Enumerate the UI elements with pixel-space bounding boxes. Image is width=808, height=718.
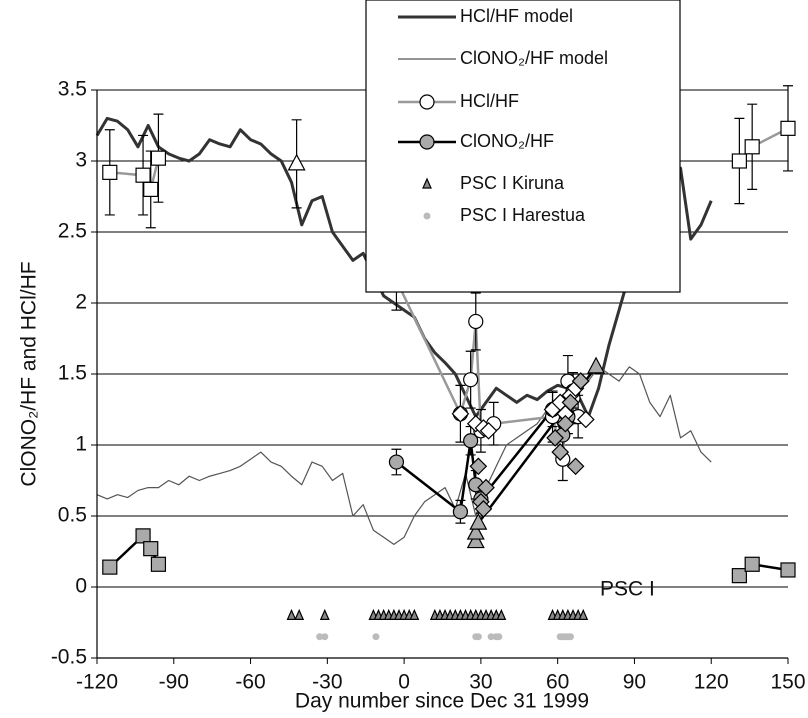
- x-tick-label: -90: [159, 671, 189, 694]
- y-tick-label: 0.5: [58, 504, 87, 527]
- x-tick-label: -120: [76, 671, 118, 694]
- x-tick-label: 60: [546, 671, 569, 694]
- x-tick-label: 90: [623, 671, 646, 694]
- y-tick-label: 2.5: [58, 220, 87, 243]
- marker: [286, 608, 297, 620]
- marker: [469, 457, 488, 476]
- marker: [316, 633, 324, 641]
- x-tick-label: 150: [770, 671, 805, 694]
- y-tick-label: 1.5: [58, 362, 87, 385]
- marker: [143, 181, 159, 197]
- marker: [587, 356, 606, 374]
- y-axis-label: ClONO₂/HF and HCl/HF: [18, 261, 41, 486]
- marker: [466, 522, 485, 540]
- legend-label: ClONO₂/HF: [460, 131, 554, 151]
- marker: [780, 562, 796, 578]
- marker: [551, 443, 570, 461]
- x-tick-label: 30: [469, 671, 492, 694]
- legend-label: HCl/HF model: [460, 6, 573, 26]
- y-tick-label: 1: [75, 433, 87, 456]
- marker: [287, 153, 306, 171]
- marker: [321, 633, 329, 641]
- series-line: [95, 116, 713, 419]
- marker: [468, 313, 484, 330]
- y-tick-label: 0: [75, 575, 87, 598]
- marker: [150, 556, 167, 572]
- marker: [571, 372, 590, 390]
- marker: [451, 404, 470, 423]
- y-tick-label: 3: [75, 149, 87, 172]
- marker: [556, 414, 575, 433]
- legend-box: [365, 0, 681, 293]
- marker: [561, 393, 580, 412]
- marker: [578, 608, 589, 620]
- marker: [496, 608, 507, 620]
- marker: [479, 421, 498, 440]
- plot: [95, 85, 796, 641]
- marker: [294, 608, 305, 620]
- marker: [409, 608, 420, 620]
- marker: [466, 531, 485, 549]
- annotation: PSC I: [600, 578, 655, 601]
- marker: [731, 568, 747, 584]
- x-tick-label: 120: [694, 671, 729, 694]
- marker: [474, 500, 493, 518]
- series-line: [96, 366, 712, 545]
- marker: [469, 512, 488, 530]
- marker: [744, 139, 760, 155]
- legend-label: PSC I Harestua: [460, 205, 586, 225]
- marker: [319, 608, 330, 620]
- marker: [546, 429, 564, 447]
- marker: [150, 150, 167, 166]
- marker: [780, 120, 796, 136]
- marker: [102, 164, 118, 180]
- marker: [576, 410, 595, 429]
- marker: [744, 556, 760, 572]
- marker: [566, 633, 574, 641]
- marker: [566, 457, 585, 476]
- axes: -0.5 0 0.5 1 1.5 2 2.5 3 3.5 -120 -90 -60 -30 0 30 60 90…: [51, 78, 806, 694]
- legend-label: ClONO₂/HF model: [460, 48, 608, 68]
- marker: [463, 433, 479, 449]
- marker: [422, 177, 432, 189]
- marker: [372, 633, 380, 641]
- legend-label: HCl/HF: [460, 91, 519, 111]
- marker: [135, 167, 151, 183]
- x-tick-label: -60: [235, 671, 265, 694]
- marker: [102, 559, 118, 575]
- marker: [423, 212, 431, 220]
- legend: HCl/HF model ClONO₂/HF model HCl/HF ClONO₂/…: [365, 0, 681, 293]
- x-tick-label: -30: [312, 671, 342, 694]
- y-tick-label: -0.5: [51, 646, 87, 669]
- marker: [495, 633, 503, 641]
- marker: [135, 528, 151, 544]
- x-axis-label: Day number since Dec 31 1999: [295, 690, 589, 713]
- x-tick-label: 0: [398, 671, 410, 694]
- y-tick-label: 2: [75, 291, 87, 314]
- marker: [143, 541, 159, 557]
- marker: [463, 372, 479, 388]
- marker: [487, 633, 495, 641]
- marker: [474, 633, 482, 641]
- marker: [731, 153, 747, 169]
- marker: [388, 454, 405, 470]
- marker: [419, 94, 435, 110]
- marker: [477, 478, 495, 497]
- y-tick-label: 3.5: [58, 78, 87, 101]
- legend-label: PSC I Kiruna: [460, 173, 565, 193]
- marker: [419, 134, 435, 150]
- marker: [452, 504, 469, 520]
